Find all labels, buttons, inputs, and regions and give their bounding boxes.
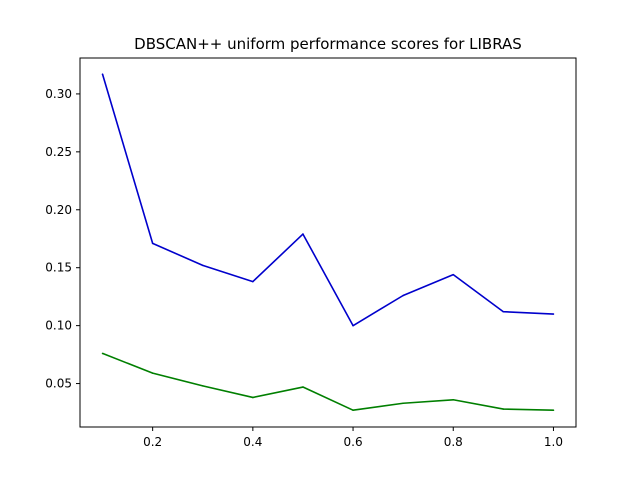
series-2-point (402, 402, 404, 405)
series-2-point (101, 352, 104, 355)
plot-area (79, 57, 577, 428)
x-tick-label: 0.2 (143, 435, 162, 449)
series-1-point (352, 324, 354, 327)
series-1-point (201, 264, 204, 267)
series-2-point (252, 396, 254, 399)
y-tick-label: 0.25 (45, 145, 72, 159)
series-2-point (352, 409, 354, 412)
y-tick-label: 0.05 (45, 377, 72, 391)
series-1-point (101, 73, 104, 76)
series-layer (101, 73, 555, 412)
series-1-point (502, 310, 505, 313)
y-tick-label: 0.15 (45, 261, 72, 275)
series-1-point (151, 242, 154, 245)
y-tick-label: 0.30 (45, 87, 72, 101)
chart-title: DBSCAN++ uniform performance scores for … (134, 35, 522, 53)
y-axis: 0.05 0.10 0.15 0.20 0.25 0.30 (45, 87, 80, 391)
series-2-point (151, 372, 154, 374)
x-tick-label: 0.6 (344, 435, 363, 449)
series-line-1 (101, 73, 554, 327)
series-1-point (552, 313, 555, 315)
series-2-point (201, 385, 204, 387)
series-1-point (402, 294, 404, 297)
series-1-point (452, 273, 455, 276)
x-axis: 0.2 0.4 0.6 0.8 1.0 (143, 427, 563, 449)
series-2-point (552, 409, 555, 412)
series-1-point (252, 280, 254, 283)
y-tick-label: 0.10 (45, 319, 72, 333)
x-tick-label: 0.4 (243, 435, 262, 449)
series-2-point (502, 408, 505, 410)
series-1-point (302, 233, 304, 235)
series-2-point (452, 398, 455, 401)
x-tick-label: 1.0 (544, 435, 563, 449)
series-2-point (302, 386, 304, 388)
series-line-2 (102, 352, 554, 412)
y-tick-label: 0.20 (45, 203, 72, 217)
x-tick-label: 0.8 (444, 435, 463, 449)
